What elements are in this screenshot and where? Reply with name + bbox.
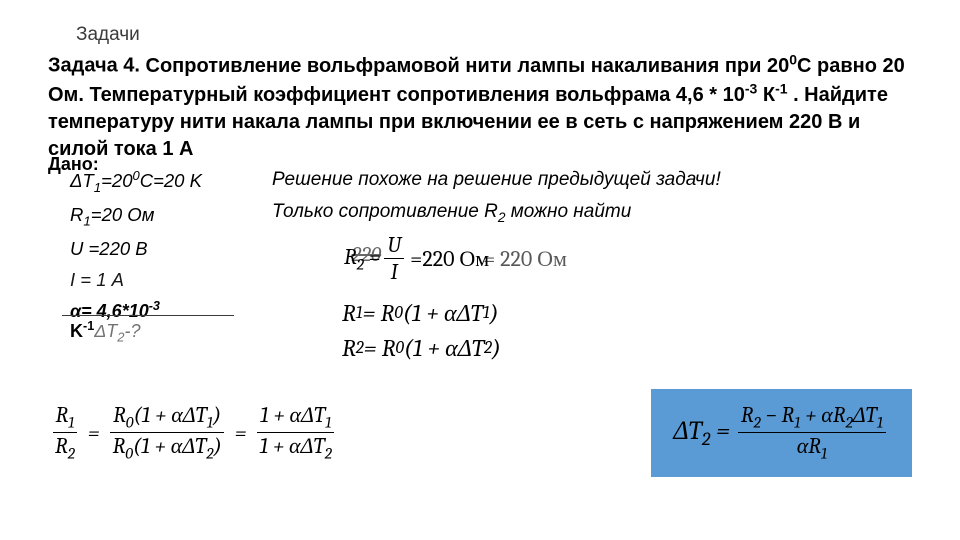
- formula-R2: R2 = R0(1 + αΔT2): [342, 334, 912, 363]
- problem-statement: Задача 4. Сопротивление вольфрамовой нит…: [48, 50, 912, 163]
- ratio-equation: R1 R2 = R0(1 + αΔT1) R0(1 + αΔT2) = 1 + …: [48, 403, 339, 464]
- result-box: ΔT2 = R2 − R1 + αR2ΔT1 αR1: [651, 389, 912, 478]
- content-row: Дано: ΔT1=200C=20 K R1=20 Ом U =220 В I …: [48, 167, 912, 362]
- given-divider: [62, 315, 234, 316]
- bottom-row: R1 R2 = R0(1 + αΔT1) R0(1 + αΔT2) = 1 + …: [48, 389, 912, 478]
- given-R1: R1=20 Ом: [70, 203, 248, 231]
- solution-text-2: Только сопротивление R2 можно найти: [272, 199, 912, 227]
- solution-text-1: Решение похоже на решение предыдущей зад…: [272, 167, 912, 193]
- given-I: I = 1 А: [70, 268, 248, 293]
- problem-number: Задача 4.: [48, 55, 140, 77]
- formula-R1: R1 = R0(1 + αΔT1): [342, 299, 912, 328]
- given-label: Дано:: [48, 154, 99, 175]
- given-U: U =220 В: [70, 237, 248, 262]
- given-column: Дано: ΔT1=200C=20 K R1=20 Ом U =220 В I …: [48, 167, 248, 362]
- solution-column: Решение похоже на решение предыдущей зад…: [272, 167, 912, 362]
- formula-r2: R2 = U I 220 =220 Ом = 220 Ом: [344, 233, 912, 284]
- problem-text: Сопротивление вольфрамовой нити лампы на…: [48, 55, 905, 161]
- section-label: Задачи: [76, 24, 912, 46]
- scratch-text: 220: [352, 243, 382, 267]
- given-alpha-unit-find: K-1ΔT2-?: [70, 319, 141, 345]
